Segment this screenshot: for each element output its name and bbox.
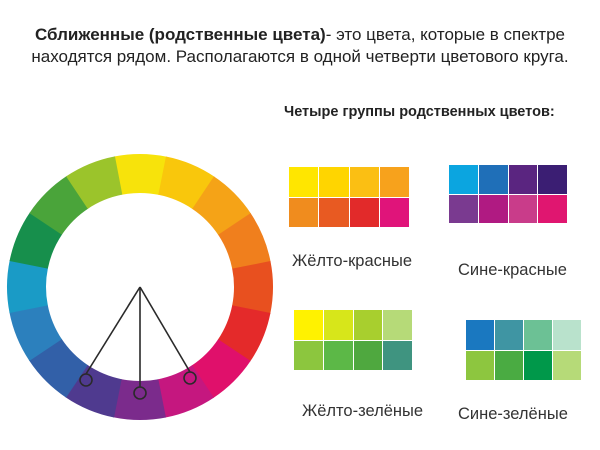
swatch-cell — [524, 350, 552, 380]
group-label-blue-green: Сине-зелёные — [458, 405, 568, 423]
marker-circle — [133, 386, 147, 400]
swatch-cell — [383, 340, 412, 370]
wheel-segment — [158, 156, 215, 210]
swatch-cell — [353, 340, 383, 370]
swatch-cell — [466, 350, 494, 380]
swatch-cell — [294, 340, 323, 370]
group-label-blue-red: Сине-красные — [458, 261, 567, 279]
swatch-cell — [294, 310, 323, 340]
wheel-segment — [157, 365, 214, 418]
swatch-cell — [383, 310, 412, 340]
swatch-cell — [323, 340, 353, 370]
page-title: Сближенные (родственные цвета)- это цвет… — [0, 24, 600, 68]
wheel-markers — [79, 286, 197, 400]
swatch-cell — [449, 165, 478, 194]
swatch-cell — [478, 165, 508, 194]
swatch-cell — [349, 197, 379, 227]
group-label-yellow-green: Жёлто-зелёные — [302, 402, 424, 420]
swatch-cell — [478, 194, 508, 223]
wheel-segment — [9, 212, 63, 269]
swatch-cell — [319, 167, 349, 197]
wheel-segment — [191, 339, 251, 399]
swatch-cell — [538, 165, 567, 194]
swatch-cell — [289, 197, 319, 227]
wheel-segment — [6, 260, 48, 313]
swatch-grid-yellow-red — [289, 167, 409, 227]
color-wheel — [6, 154, 273, 420]
wheel-segment — [66, 156, 123, 209]
swatch-cell — [508, 165, 538, 194]
swatch-cell — [553, 350, 581, 380]
swatch-cell — [508, 194, 538, 223]
wheel-segment — [65, 364, 122, 418]
swatch-cell — [379, 167, 409, 197]
swatch-cell — [524, 320, 552, 350]
swatch-cell — [495, 350, 523, 380]
swatch-cell — [538, 194, 567, 223]
wheel-segment — [9, 304, 62, 361]
wheel-segment — [28, 338, 88, 398]
wheel-segment — [29, 175, 89, 235]
swatch-cell — [449, 194, 478, 223]
title-rest: - это цвета, которые в спектре находятся… — [31, 25, 569, 66]
wheel-segment — [217, 305, 271, 362]
group-label-yellow-red: Жёлто-красные — [292, 252, 413, 270]
title-bold: Сближенные (родственные цвета) — [35, 25, 326, 44]
swatch-grid-blue-red — [449, 165, 567, 223]
swatch-cell — [319, 197, 349, 227]
pointer-line — [85, 286, 141, 375]
swatch-cell — [466, 320, 494, 350]
wheel-segments — [6, 154, 273, 420]
wheel-segment — [232, 261, 273, 314]
swatch-cell — [495, 320, 523, 350]
swatch-cell — [323, 310, 353, 340]
swatch-cell — [553, 320, 581, 350]
swatch-cell — [353, 310, 383, 340]
marker-circle — [79, 373, 93, 387]
groups-heading: Четыре группы родственных цветов: — [284, 104, 555, 120]
wheel-segment — [114, 154, 167, 195]
pointer-line — [139, 286, 191, 373]
wheel-segment — [192, 176, 252, 236]
marker-circle — [183, 371, 197, 385]
swatch-cell — [379, 197, 409, 227]
swatch-grid-yellow-green — [294, 310, 412, 370]
swatch-cell — [289, 167, 319, 197]
swatch-grid-blue-green — [466, 320, 581, 380]
swatch-cell — [349, 167, 379, 197]
wheel-segment — [218, 213, 271, 270]
